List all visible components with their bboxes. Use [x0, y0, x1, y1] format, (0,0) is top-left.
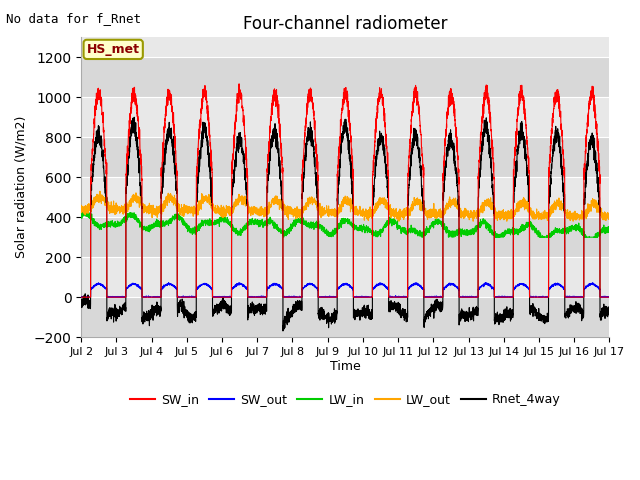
Bar — [81, 57, 609, 97]
Rnet_4way — [605, 308, 612, 314]
SW_in — [435, 294, 442, 300]
SW_out — [605, 294, 612, 300]
SW_out — [77, 294, 85, 300]
SW_in — [493, 294, 501, 300]
Rnet_4way — [172, 184, 180, 190]
Text: HS_met: HS_met — [86, 43, 140, 56]
Rnet_4way — [131, 114, 138, 120]
LW_in — [464, 230, 472, 236]
Line: Rnet_4way: Rnet_4way — [81, 117, 609, 331]
Title: Four-channel radiometer: Four-channel radiometer — [243, 15, 447, 33]
SW_out — [605, 294, 613, 300]
SW_in — [326, 294, 333, 300]
SW_out — [172, 285, 180, 291]
Y-axis label: Solar radiation (W/m2): Solar radiation (W/m2) — [15, 116, 28, 258]
Line: SW_in: SW_in — [81, 84, 609, 297]
Rnet_4way — [326, 318, 333, 324]
Rnet_4way — [605, 310, 613, 316]
LW_out — [605, 214, 613, 220]
LW_in — [77, 210, 85, 216]
Bar — [81, 257, 609, 297]
Rnet_4way — [435, 302, 442, 308]
LW_out — [464, 209, 472, 215]
SW_out — [464, 294, 472, 300]
SW_in — [77, 294, 85, 300]
LW_in — [172, 213, 180, 219]
Bar — [81, 177, 609, 217]
SW_in — [464, 294, 472, 300]
Rnet_4way — [279, 328, 287, 334]
SW_in — [236, 81, 243, 87]
LW_in — [494, 233, 502, 239]
Line: LW_in: LW_in — [81, 211, 609, 237]
LW_in — [605, 229, 613, 235]
Bar — [81, 297, 609, 337]
Legend: SW_in, SW_out, LW_in, LW_out, Rnet_4way: SW_in, SW_out, LW_in, LW_out, Rnet_4way — [125, 388, 566, 411]
Bar — [81, 137, 609, 177]
LW_out — [435, 213, 442, 218]
Line: LW_out: LW_out — [81, 191, 609, 221]
LW_in — [326, 231, 333, 237]
Text: No data for f_Rnet: No data for f_Rnet — [6, 12, 141, 25]
Rnet_4way — [77, 300, 85, 306]
LW_in — [435, 220, 442, 226]
SW_in — [172, 161, 180, 167]
LW_out — [77, 204, 85, 209]
SW_in — [605, 294, 613, 300]
LW_out — [96, 188, 104, 194]
Rnet_4way — [494, 318, 502, 324]
SW_out — [236, 280, 243, 286]
LW_out — [605, 215, 612, 221]
SW_out — [435, 294, 442, 300]
Bar — [81, 97, 609, 137]
LW_out — [395, 218, 403, 224]
SW_out — [326, 293, 333, 299]
SW_in — [605, 294, 612, 300]
Bar — [81, 217, 609, 257]
SW_out — [493, 294, 501, 300]
LW_in — [605, 229, 612, 235]
LW_out — [494, 210, 502, 216]
LW_out — [326, 206, 333, 212]
LW_in — [79, 208, 87, 214]
X-axis label: Time: Time — [330, 360, 361, 372]
Rnet_4way — [464, 315, 472, 321]
LW_out — [172, 198, 180, 204]
LW_in — [280, 234, 287, 240]
Line: SW_out: SW_out — [81, 283, 609, 297]
